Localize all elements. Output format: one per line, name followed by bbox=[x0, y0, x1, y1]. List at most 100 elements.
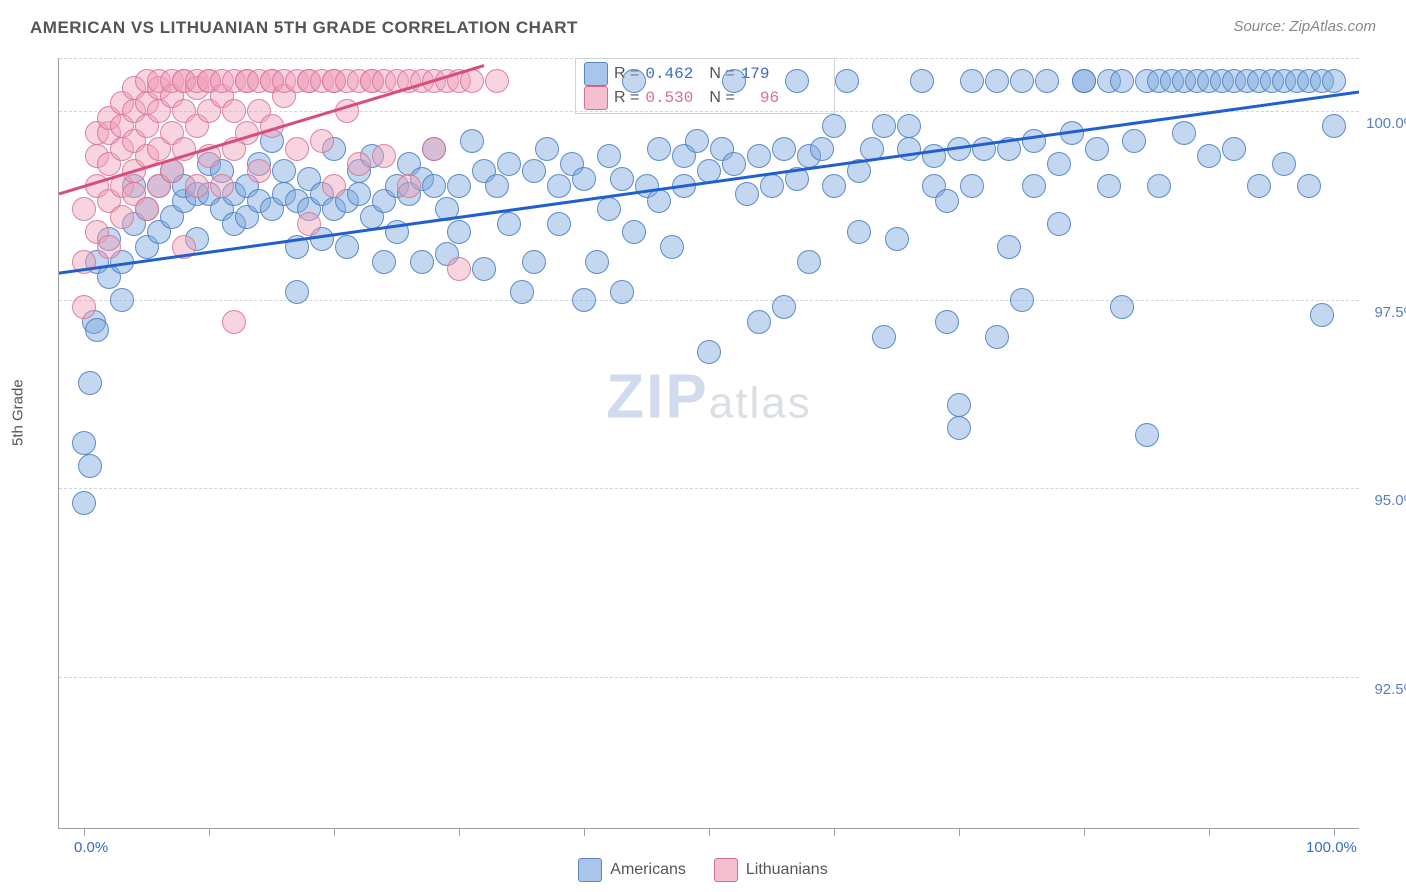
data-point bbox=[447, 69, 471, 93]
data-point bbox=[172, 69, 196, 93]
data-point bbox=[735, 182, 759, 206]
data-point bbox=[797, 250, 821, 274]
data-point bbox=[135, 197, 159, 221]
stats-legend-row: R =0.462N =179 bbox=[584, 62, 826, 86]
data-point bbox=[410, 250, 434, 274]
data-point bbox=[97, 189, 121, 213]
chart-title: AMERICAN VS LITHUANIAN 5TH GRADE CORRELA… bbox=[30, 18, 578, 38]
data-point bbox=[122, 182, 146, 206]
data-point bbox=[135, 197, 159, 221]
gridline bbox=[59, 300, 1359, 301]
x-tick-label: 100.0% bbox=[1306, 839, 1357, 856]
data-point bbox=[1010, 69, 1034, 93]
x-tick bbox=[709, 828, 710, 836]
data-point bbox=[135, 235, 159, 259]
data-point bbox=[960, 69, 984, 93]
data-point bbox=[760, 174, 784, 198]
x-tick bbox=[959, 828, 960, 836]
data-point bbox=[322, 197, 346, 221]
data-point bbox=[235, 121, 259, 145]
data-point bbox=[97, 152, 121, 176]
data-point bbox=[160, 205, 184, 229]
data-point bbox=[1172, 69, 1196, 93]
data-point bbox=[1047, 152, 1071, 176]
data-point bbox=[535, 137, 559, 161]
data-point bbox=[360, 69, 384, 93]
data-point bbox=[210, 84, 234, 108]
data-point bbox=[122, 76, 146, 100]
data-point bbox=[435, 242, 459, 266]
data-point bbox=[260, 129, 284, 153]
data-point bbox=[835, 69, 859, 93]
data-point bbox=[922, 174, 946, 198]
data-point bbox=[135, 69, 159, 93]
data-point bbox=[1097, 174, 1121, 198]
data-point bbox=[235, 69, 259, 93]
data-point bbox=[72, 197, 96, 221]
data-point bbox=[1022, 174, 1046, 198]
data-point bbox=[1147, 69, 1171, 93]
data-point bbox=[272, 182, 296, 206]
legend-label: Americans bbox=[610, 861, 686, 879]
data-point bbox=[85, 144, 109, 168]
data-point bbox=[97, 235, 121, 259]
data-point bbox=[78, 454, 102, 478]
data-point bbox=[547, 174, 571, 198]
data-point bbox=[397, 152, 421, 176]
watermark-part-1: ZIP bbox=[606, 362, 708, 431]
data-point bbox=[1135, 423, 1159, 447]
data-point bbox=[935, 310, 959, 334]
n-label: N = bbox=[709, 89, 734, 107]
data-point bbox=[397, 174, 421, 198]
data-point bbox=[82, 310, 106, 334]
data-point bbox=[522, 250, 546, 274]
data-point bbox=[847, 159, 871, 183]
data-point bbox=[472, 159, 496, 183]
data-point bbox=[235, 69, 259, 93]
data-point bbox=[110, 250, 134, 274]
data-point bbox=[647, 137, 671, 161]
data-point bbox=[160, 69, 184, 93]
legend-swatch bbox=[584, 86, 608, 110]
data-point bbox=[385, 69, 409, 93]
y-tick-label: 92.5% bbox=[1374, 681, 1406, 698]
data-point bbox=[447, 220, 471, 244]
data-point bbox=[485, 69, 509, 93]
chart-plot-area: ZIPatlas R =0.462N =179R =0.530N = 96 92… bbox=[58, 58, 1359, 829]
data-point bbox=[210, 69, 234, 93]
data-point bbox=[197, 144, 221, 168]
data-point bbox=[422, 137, 446, 161]
data-point bbox=[747, 310, 771, 334]
data-point bbox=[110, 137, 134, 161]
data-point bbox=[185, 182, 209, 206]
data-point bbox=[210, 159, 234, 183]
data-point bbox=[260, 69, 284, 93]
data-point bbox=[785, 167, 809, 191]
data-point bbox=[647, 189, 671, 213]
data-point bbox=[160, 159, 184, 183]
data-point bbox=[497, 212, 521, 236]
data-point bbox=[135, 114, 159, 138]
data-point bbox=[1060, 121, 1084, 145]
data-point bbox=[522, 159, 546, 183]
data-point bbox=[460, 69, 484, 93]
data-point bbox=[897, 137, 921, 161]
data-point bbox=[172, 137, 196, 161]
data-point bbox=[1122, 129, 1146, 153]
data-point bbox=[422, 137, 446, 161]
data-point bbox=[397, 69, 421, 93]
x-tick bbox=[84, 828, 85, 836]
gridline bbox=[59, 58, 1359, 59]
data-point bbox=[372, 144, 396, 168]
data-point bbox=[185, 114, 209, 138]
data-point bbox=[335, 235, 359, 259]
data-point bbox=[322, 137, 346, 161]
x-tick-label: 0.0% bbox=[74, 839, 108, 856]
data-point bbox=[822, 114, 846, 138]
data-point bbox=[697, 340, 721, 364]
series-legend: AmericansLithuanians bbox=[0, 858, 1406, 882]
data-point bbox=[72, 491, 96, 515]
data-point bbox=[297, 69, 321, 93]
data-point bbox=[235, 205, 259, 229]
data-point bbox=[122, 174, 146, 198]
